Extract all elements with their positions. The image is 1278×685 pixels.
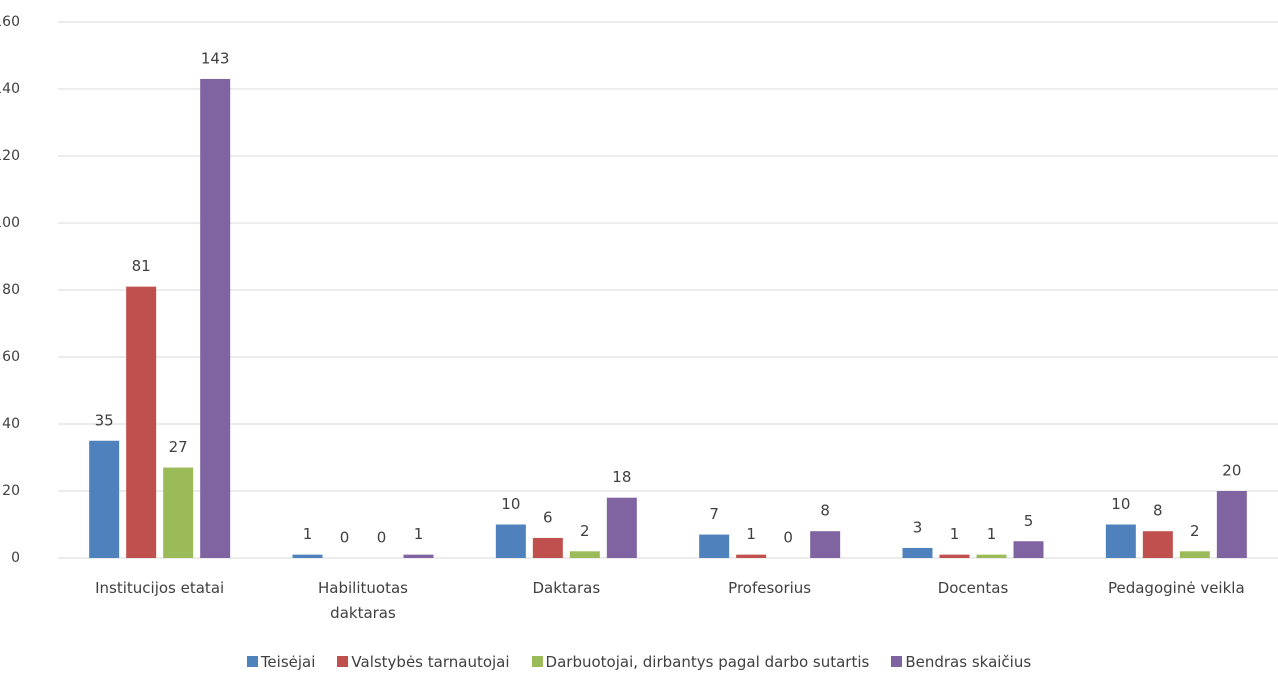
data-label: 35 [95,411,114,429]
bar [606,497,637,558]
data-label: 1 [414,525,424,543]
y-tick-label: 60 [2,349,20,365]
data-label: 8 [1153,502,1163,520]
x-tick-label: Habilituotas daktaras [318,579,408,622]
data-label: 18 [612,468,631,486]
bar [976,554,1007,558]
bar [569,551,600,558]
legend-item: Valstybės tarnautojai [337,653,510,671]
data-label: 27 [169,438,188,456]
bar [810,531,841,558]
data-label: 1 [987,525,997,543]
bar [163,467,194,558]
x-tick-label: Profesorius [728,579,812,597]
legend-label: Teisėjai [260,653,316,671]
bar [1179,551,1210,558]
bar [1105,524,1136,558]
data-label: 0 [783,529,793,547]
data-label: 1 [950,525,960,543]
data-label: 0 [377,529,387,547]
legend: Teisėjai Valstybės tarnautojai Darbuotojai… [0,653,1278,671]
y-tick-label: 20 [2,483,20,499]
bar [532,537,563,558]
legend-item: Darbuotojai, dirbantys pagal darbo sutar… [531,653,870,671]
y-tick-label: 0 [11,550,20,566]
data-label: 20 [1222,462,1241,480]
x-tick-label: Institucijos etatai [95,579,225,597]
bar [495,524,526,558]
bar [292,554,323,558]
bar [699,534,730,558]
y-tick-label: 140 [0,81,20,97]
bar [126,286,157,558]
data-label: 2 [580,522,590,540]
y-tick-label: 160 [0,14,20,30]
legend-swatch [337,656,349,667]
data-label: 0 [340,529,350,547]
bar [736,554,767,558]
legend-swatch [531,656,543,667]
data-label: 5 [1024,512,1034,530]
legend-item: Bendras skaičius [891,653,1031,671]
bar [89,440,120,558]
y-tick-label: 100 [0,215,20,231]
data-label: 10 [1111,495,1130,513]
data-label: 3 [913,518,923,536]
legend-label: Valstybės tarnautojai [351,653,510,671]
x-tick-label: Docentas [937,579,1009,597]
data-label: 1 [746,525,756,543]
chart: 0204060801001201401603581271431001106218… [0,14,1278,566]
bar [902,547,933,558]
x-tick-label: Pedagoginė veikla [1107,579,1245,597]
bar [939,554,970,558]
legend-label: Bendras skaičius [905,653,1032,671]
data-label: 81 [132,257,151,275]
legend-swatch [246,656,258,667]
data-label: 2 [1190,522,1200,540]
bar [1142,531,1173,558]
legend-label: Darbuotojai, dirbantys pagal darbo sutar… [545,653,870,671]
legend-swatch [891,656,903,667]
bar [200,78,231,558]
data-label: 10 [501,495,520,513]
data-label: 143 [201,49,230,67]
data-label: 7 [709,505,719,523]
bar [1216,491,1247,558]
data-label: 6 [543,508,553,526]
y-tick-label: 120 [0,148,20,164]
y-tick-label: 80 [2,282,20,298]
bar [403,554,434,558]
x-tick-label: Daktaras [532,579,601,597]
legend-item: Teisėjai [246,653,316,671]
y-tick-label: 40 [2,416,20,432]
bar [1013,541,1044,558]
data-label: 8 [820,502,830,520]
data-label: 1 [303,525,313,543]
